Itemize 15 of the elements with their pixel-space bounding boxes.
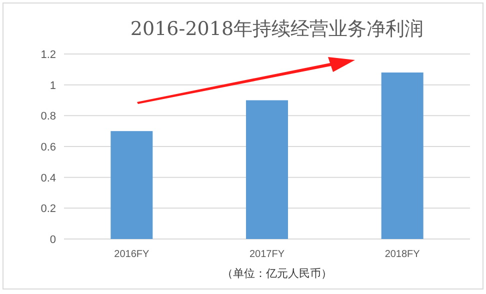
bar <box>381 72 424 239</box>
y-tick-label: 0 <box>50 234 56 246</box>
y-tick-label: 0.4 <box>40 172 56 184</box>
x-tick-label: 2017FY <box>249 249 285 260</box>
chart-title: 2016-2018年持续经营业务净利润 <box>130 18 424 40</box>
x-tick-label: 2018FY <box>384 249 420 260</box>
x-tick-label: 2016FY <box>114 249 150 260</box>
bar <box>110 131 153 239</box>
y-tick-label: 0.8 <box>40 110 56 123</box>
y-tick-label: 1 <box>50 80 56 92</box>
text: （单位：亿元人民币） <box>222 267 332 280</box>
y-tick-label: 0.2 <box>40 203 56 216</box>
y-tick-label: 0.6 <box>40 142 56 154</box>
bar <box>246 100 288 239</box>
y-tick-label: 1.2 <box>40 49 56 61</box>
